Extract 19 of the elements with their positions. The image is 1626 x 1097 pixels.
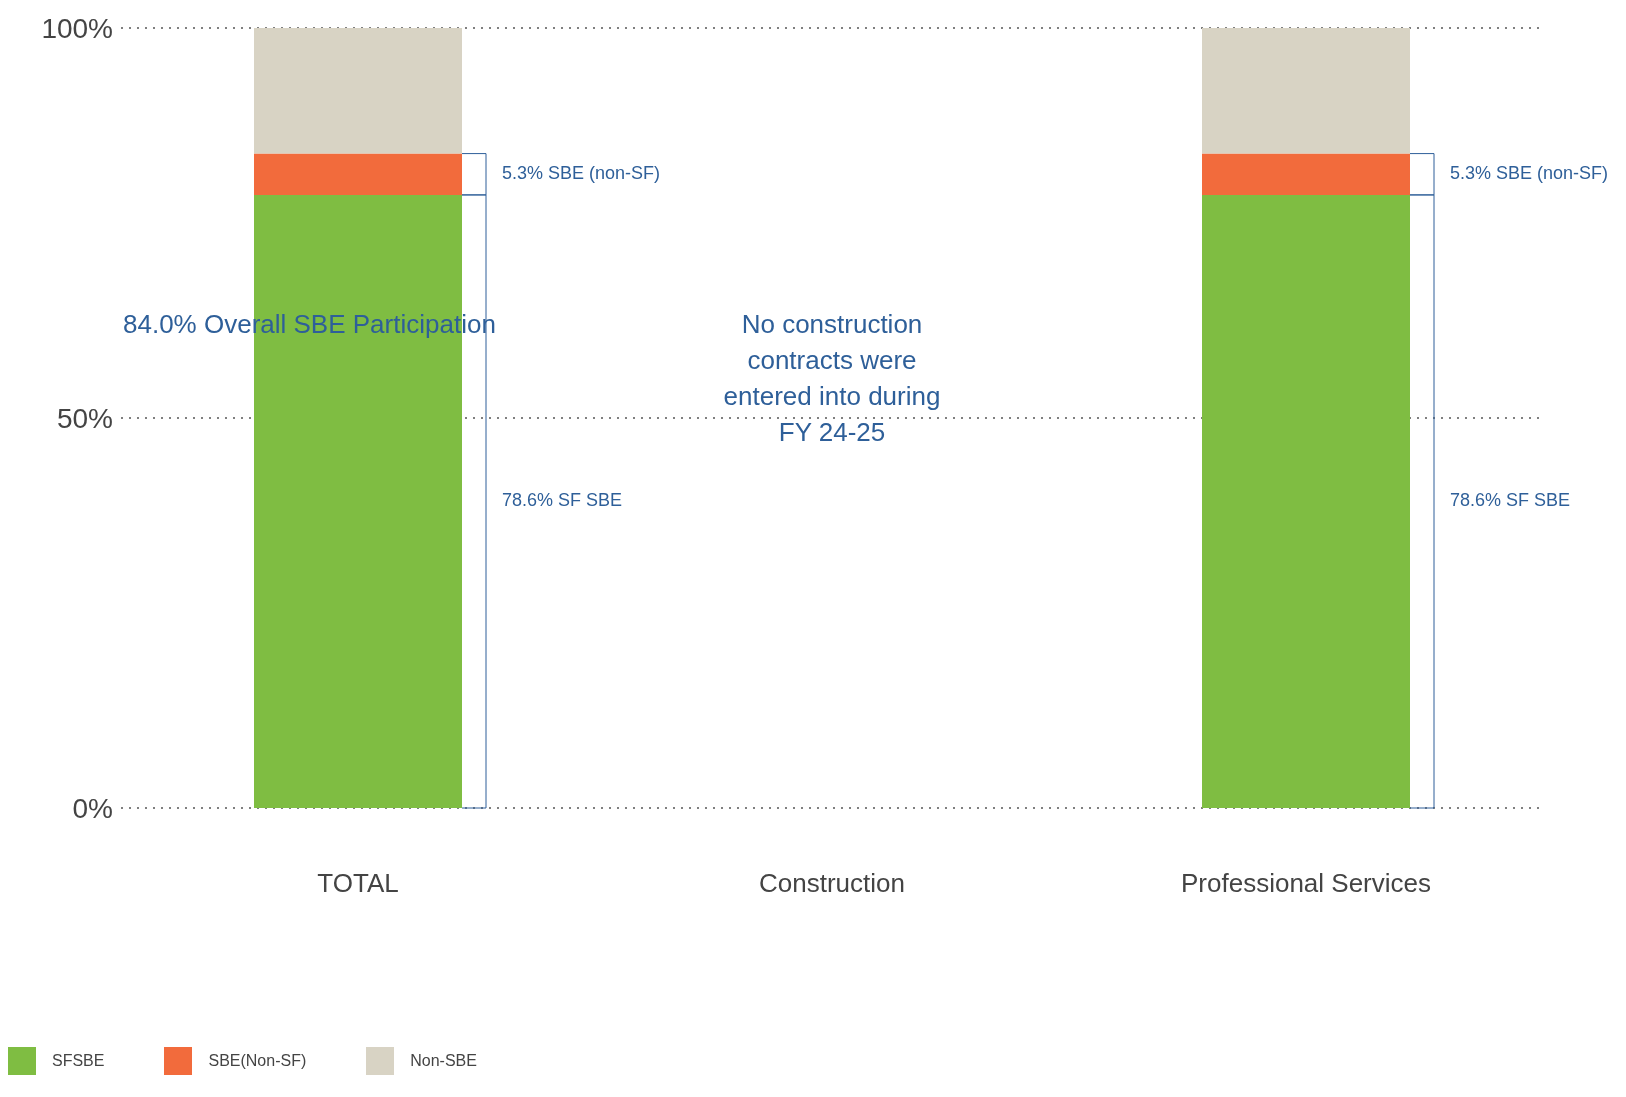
annotation: No construction contracts were entered into during FY 24-25 [722,308,942,450]
annotation: 5.3% SBE (non-SF) [502,163,661,183]
bar [254,153,462,195]
legend-label: Non-SBE [410,1052,477,1070]
bar [1202,153,1410,195]
x-tick-label: Construction [759,868,905,899]
bar [1202,28,1410,154]
annotation: 78.6% SF SBE [502,490,623,511]
x-tick-label: TOTAL [317,868,399,899]
y-tick-label: 50% [56,402,113,434]
y-tick-label: 100% [41,12,113,44]
x-tick-label: Professional Services [1181,868,1431,899]
bar [1202,194,1410,808]
annotation: 78.6% SF SBE [1450,490,1571,511]
y-tick-label: 0% [72,792,113,824]
legend-label: SBE(Non-SF) [208,1052,307,1070]
annotation: 5.3% SBE (non-SF) [1450,163,1609,183]
bar [254,28,462,154]
legend-label: SFSBE [52,1052,105,1070]
